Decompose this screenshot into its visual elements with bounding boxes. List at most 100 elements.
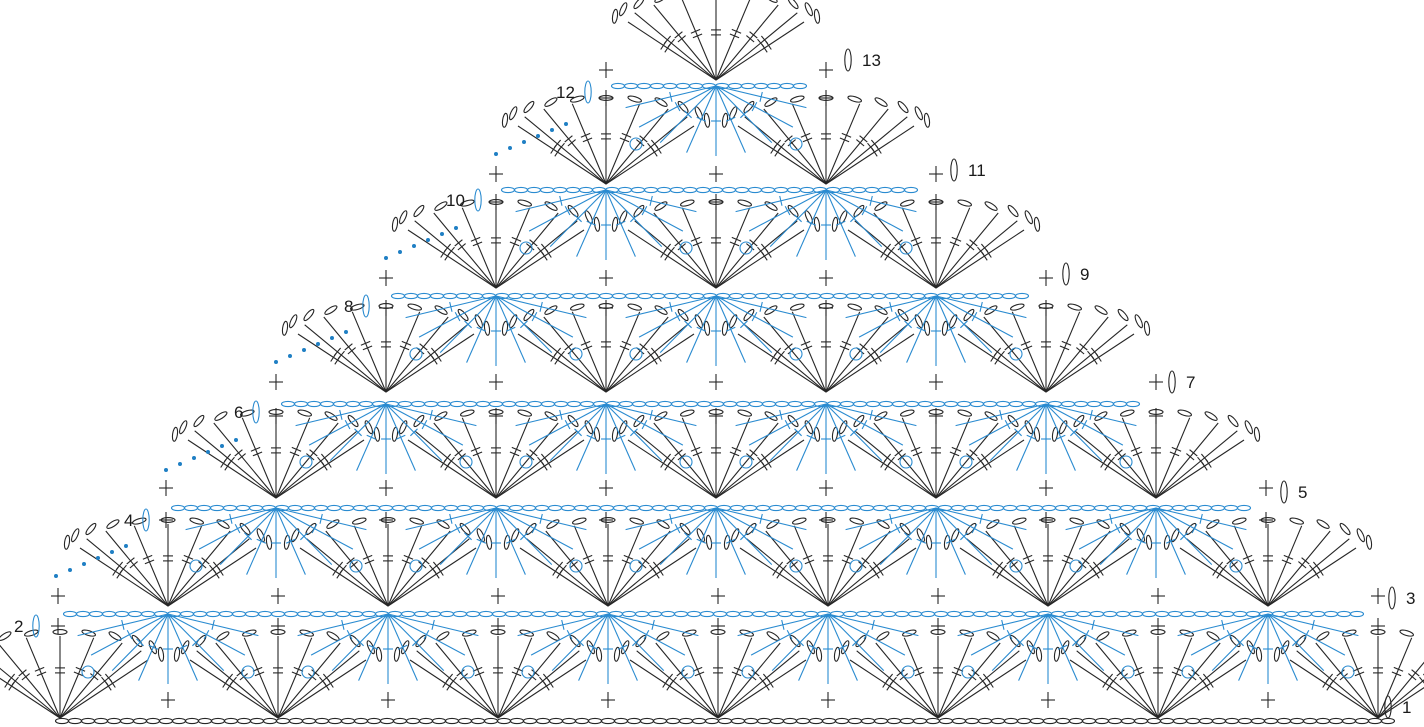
turning-chain-7 [1168,370,1176,394]
blue-fan-row-2-2 [297,613,479,684]
blue-sc-row-6-1 [269,408,283,424]
row-label-11: 11 [968,161,986,180]
blue-sc-row-4-1 [159,512,173,528]
fan-row-7-2 [501,303,711,393]
slip-stitch-dots-4 [384,226,458,260]
row-label-2: 2 [14,617,23,636]
fan-row-7-4 [941,303,1151,393]
blue-sc-row-6-3 [709,408,723,424]
fan-row-5-5 [1051,409,1261,499]
fan-row-1-6 [1053,629,1263,719]
fan-row-13-1 [611,0,821,81]
fan-row-1-3 [393,629,603,719]
blue-sc-row-12-2 [819,90,833,106]
blue-sc-row-8-3 [819,300,833,316]
turning-chain-2 [32,614,40,638]
sc-row-7-1 [269,374,283,390]
turning-chain-3 [1388,586,1396,610]
blue-fan-row-2-4 [737,613,919,684]
slip-stitch-dots-2 [164,438,238,472]
sc-row-11-3 [929,166,943,182]
row-label-6: 6 [234,403,243,422]
fan-row-9-1 [391,199,601,289]
blue-fan-row-4-1 [185,507,367,578]
blue-fan-row-10-2 [735,189,917,260]
blue-fan-row-6-4 [955,403,1137,474]
chain-rows [54,82,1396,725]
sc-row-7-4 [929,374,943,390]
blue-sc-row-2-2 [271,618,285,634]
slip-stitch-dots-3 [274,330,348,364]
sc-row-9-3 [819,270,833,286]
blue-fan-row-4-5 [1065,507,1247,578]
sc-row-13-2 [819,62,833,78]
blue-sc-row-4-2 [379,512,393,528]
sc-row-5-2 [379,480,393,496]
sc-row-7-5 [1149,374,1163,390]
blue-sc-row-8-1 [379,300,393,316]
sc-row-9-4 [1039,270,1053,286]
blue-sc-row-4-5 [1039,512,1053,528]
sc-row-5-6 [1259,480,1273,496]
sc-row-5-5 [1039,480,1053,496]
fan-row-3-5 [943,517,1153,607]
turning-chain-9 [1062,262,1070,286]
row-label-10: 10 [446,191,465,210]
turning-chain-1 [1384,695,1392,719]
sc-row-13-1 [599,62,613,78]
chain-row-2 [62,610,1365,618]
slip-stitch-dots-5 [494,122,568,156]
foundation-chain [54,717,1396,725]
blue-fan-row-8-3 [845,295,1027,366]
sc-row-3-5 [931,588,945,604]
blue-sc-row-6-4 [929,408,943,424]
sc-row-1-3 [601,692,615,708]
chain-row-4 [170,504,1252,512]
fan-row-3-3 [503,517,713,607]
sc-row-1-1 [161,692,175,708]
blue-sc-row-2-4 [711,618,725,634]
blue-fan-row-4-3 [625,507,807,578]
blue-sc-row-10-1 [489,194,503,210]
slip-stitch-dots [54,122,568,578]
blue-fan-row-6-1 [295,403,477,474]
sc-row-3-1 [51,588,65,604]
row-label-3: 3 [1406,589,1415,608]
blue-fan-row-12-1 [625,85,807,156]
blue-sc-row-2-6 [1151,618,1165,634]
blue-sc-row-2-3 [491,618,505,634]
sc-row-3-6 [1151,588,1165,604]
blue-sc-row-4-6 [1259,512,1273,528]
blue-fan-row-6-3 [735,403,917,474]
sc-row-11-2 [709,166,723,182]
turning-chain-4 [142,508,150,532]
chain-row-10 [500,186,919,194]
fan-row-7-1 [281,303,491,393]
blue-fan-row-2-5 [957,613,1139,684]
row-label-4: 4 [124,511,133,530]
blue-sc-row-8-4 [1039,300,1053,316]
row-label-12: 12 [556,83,575,102]
chain-row-8 [390,292,1030,300]
sc-row-3-4 [711,588,725,604]
fan-row-1-2 [173,629,383,719]
blue-fan-row-2-1 [77,613,259,684]
blue-sc-row-6-2 [489,408,503,424]
blue-sc-row-4-3 [599,512,613,528]
fan-row-9-3 [831,199,1041,289]
sc-row-1-2 [381,692,395,708]
blue-sc-row-8-2 [599,300,613,316]
sc-row-3-7 [1371,588,1385,604]
row-label-1: 1 [1402,698,1411,717]
blue-sc-row-10-3 [929,194,943,210]
blue-fan-row-10-1 [515,189,697,260]
row-label-5: 5 [1298,483,1307,502]
turning-chain-13 [844,48,852,72]
fan-row-1-4 [613,629,823,719]
blue-sc-row-2-7 [1371,618,1385,634]
blue-fan-row-8-1 [405,295,587,366]
sc-row-9-1 [379,270,393,286]
